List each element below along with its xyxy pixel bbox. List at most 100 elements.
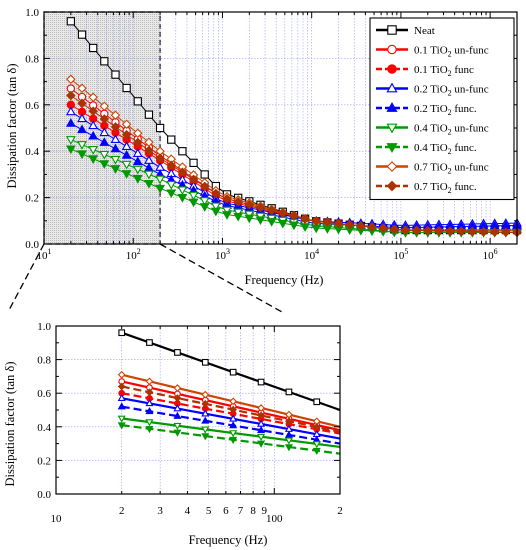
data-point (367, 222, 377, 232)
data-point (66, 17, 76, 26)
y-tick-label: 0.8 (25, 53, 39, 65)
data-point (110, 165, 121, 174)
data-point (173, 384, 182, 392)
x-tick-label: 4 (185, 505, 191, 517)
legend-marker (386, 82, 398, 93)
x-tick-label: 8 (250, 505, 256, 517)
y-tick-label: 0.0 (37, 489, 51, 501)
data-point (155, 123, 165, 133)
data-point (88, 130, 99, 140)
data-point (411, 225, 422, 236)
data-point (229, 368, 237, 376)
data-point (300, 214, 310, 224)
data-point (313, 398, 321, 406)
data-point (121, 160, 132, 170)
legend-entry: 0.2 TiO2 func. (376, 102, 477, 117)
data-point (121, 119, 132, 129)
data-point (284, 430, 293, 438)
data-point (229, 405, 238, 414)
bottom-y-tick-labels: 0.0 0.2 0.4 0.6 0.8 1.0 (37, 321, 51, 501)
legend-entry: 0.2 TiO2 un-func (376, 82, 489, 98)
legend-label: 0.1 TiO2 un-func (414, 45, 489, 59)
data-point (110, 122, 121, 132)
data-point (312, 435, 321, 443)
data-point (121, 141, 132, 150)
legend-marker (387, 64, 397, 74)
legend-entry: 0.7 TiO2 func. (376, 180, 477, 195)
data-point (173, 422, 182, 431)
data-point (201, 390, 210, 399)
bottom-y-axis-title: Dissipation factor (tan δ) (3, 362, 17, 487)
legend-marker (387, 25, 397, 35)
data-point (344, 220, 355, 230)
data-point (177, 186, 188, 196)
data-point (277, 219, 288, 229)
data-point (257, 378, 265, 386)
legend-marker (386, 102, 398, 112)
legend-label: 0.7 TiO2 func. (414, 181, 477, 195)
data-point (173, 411, 182, 419)
data-point (233, 196, 243, 207)
data-point (173, 394, 182, 402)
data-point (478, 226, 489, 237)
data-point (229, 414, 238, 422)
data-point (121, 170, 132, 179)
data-point (174, 349, 181, 356)
data-point (284, 444, 293, 452)
x-tick-label: 9 (262, 505, 268, 517)
data-point (65, 136, 76, 145)
data-point (155, 153, 165, 163)
data-point (467, 226, 478, 237)
data-point (144, 179, 154, 189)
data-point (210, 202, 221, 212)
y-tick-label: 1.0 (25, 7, 39, 19)
data-point (145, 406, 154, 415)
data-point (201, 399, 210, 408)
data-point (222, 206, 232, 216)
data-point (199, 181, 210, 192)
zoom-series-0-7-tio2-un-func (117, 370, 341, 428)
top-x-tick-labels: 101 102 103 104 105 106 (37, 247, 498, 262)
data-point (255, 202, 266, 213)
data-point (178, 147, 187, 156)
data-point (266, 218, 277, 227)
data-point (77, 113, 87, 123)
data-point (88, 120, 99, 130)
zoom-series-0-4-tio2-un-func (117, 415, 341, 449)
series-line (121, 397, 341, 440)
legend-entry: Neat (376, 25, 435, 37)
x-tick-label: 106 (483, 247, 498, 262)
data-point (356, 221, 366, 231)
data-point (145, 419, 154, 427)
legend-label: Neat (414, 25, 435, 37)
data-point (88, 155, 99, 164)
legend-entry: 0.4 TiO2 un-func (376, 123, 489, 137)
series-0-7-tio2-func- (66, 90, 522, 238)
connector-left (7, 243, 45, 313)
x-tick-label: 102 (126, 247, 141, 262)
zoom-series-0-2-tio2-un-func (117, 393, 341, 440)
x-tick-label: 100 (266, 513, 283, 525)
data-point (133, 128, 143, 138)
data-point (333, 218, 344, 229)
y-tick-label: 0.6 (37, 388, 51, 400)
data-point (133, 97, 142, 106)
series-line (121, 405, 341, 445)
data-point (77, 150, 87, 160)
data-point (132, 175, 143, 184)
data-point (278, 208, 288, 219)
data-point (201, 416, 210, 424)
y-tick-label: 0.8 (37, 355, 51, 367)
data-point (199, 197, 210, 206)
bottom-x-axis-title: Frequency (Hz) (189, 533, 268, 547)
data-point (89, 43, 98, 53)
data-point (99, 101, 110, 111)
data-point (200, 170, 209, 179)
data-point (66, 74, 76, 85)
data-point (189, 158, 198, 168)
data-point (222, 211, 232, 220)
connector-right (159, 243, 283, 313)
zoom-series-neat (118, 329, 341, 412)
data-point (201, 426, 210, 434)
legend: Neat 0.1 TiO2 un-func 0.1 TiO2 func 0.2 TiO… (369, 17, 515, 201)
